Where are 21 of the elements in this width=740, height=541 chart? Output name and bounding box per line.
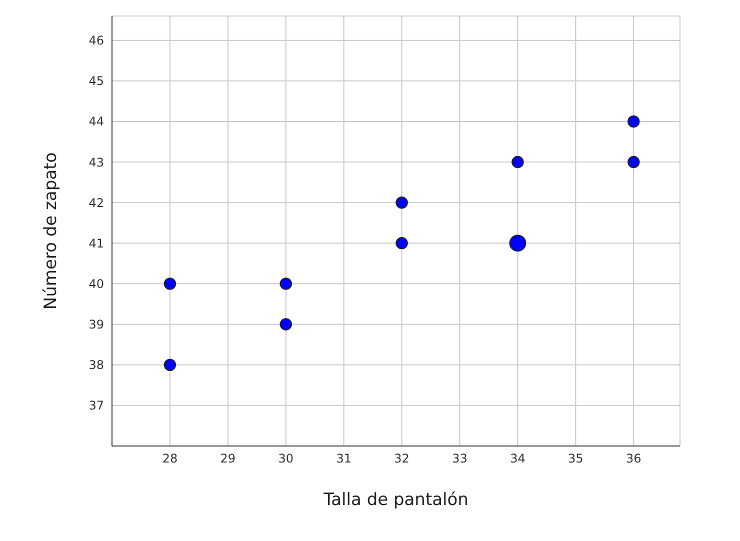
y-tick-label: 45 — [88, 74, 104, 88]
y-tick-label: 44 — [88, 114, 104, 129]
y-tick-label: 42 — [88, 196, 104, 210]
y-tick-label: 41 — [88, 236, 104, 250]
x-axis-title: Talla de pantalón — [322, 490, 468, 510]
y-tick-label: 37 — [88, 398, 104, 413]
x-tick-label: 30 — [278, 452, 294, 466]
x-tick-label: 33 — [452, 452, 468, 466]
x-tick-label: 32 — [394, 452, 410, 466]
y-tick-label: 43 — [88, 155, 104, 170]
y-axis-title: Número de zapato — [41, 152, 62, 310]
x-tick-label: 31 — [336, 452, 352, 466]
x-tick-label: 28 — [162, 452, 178, 466]
x-tick-label: 34 — [510, 452, 526, 466]
y-tick-label: 39 — [88, 318, 104, 332]
x-tick-label: 29 — [220, 452, 236, 466]
x-tick-label: 36 — [626, 452, 642, 466]
y-tick-label: 46 — [88, 34, 104, 48]
y-tick-label: 38 — [88, 358, 104, 372]
y-tick-label: 40 — [88, 276, 104, 291]
x-tick-label: 35 — [568, 452, 584, 466]
